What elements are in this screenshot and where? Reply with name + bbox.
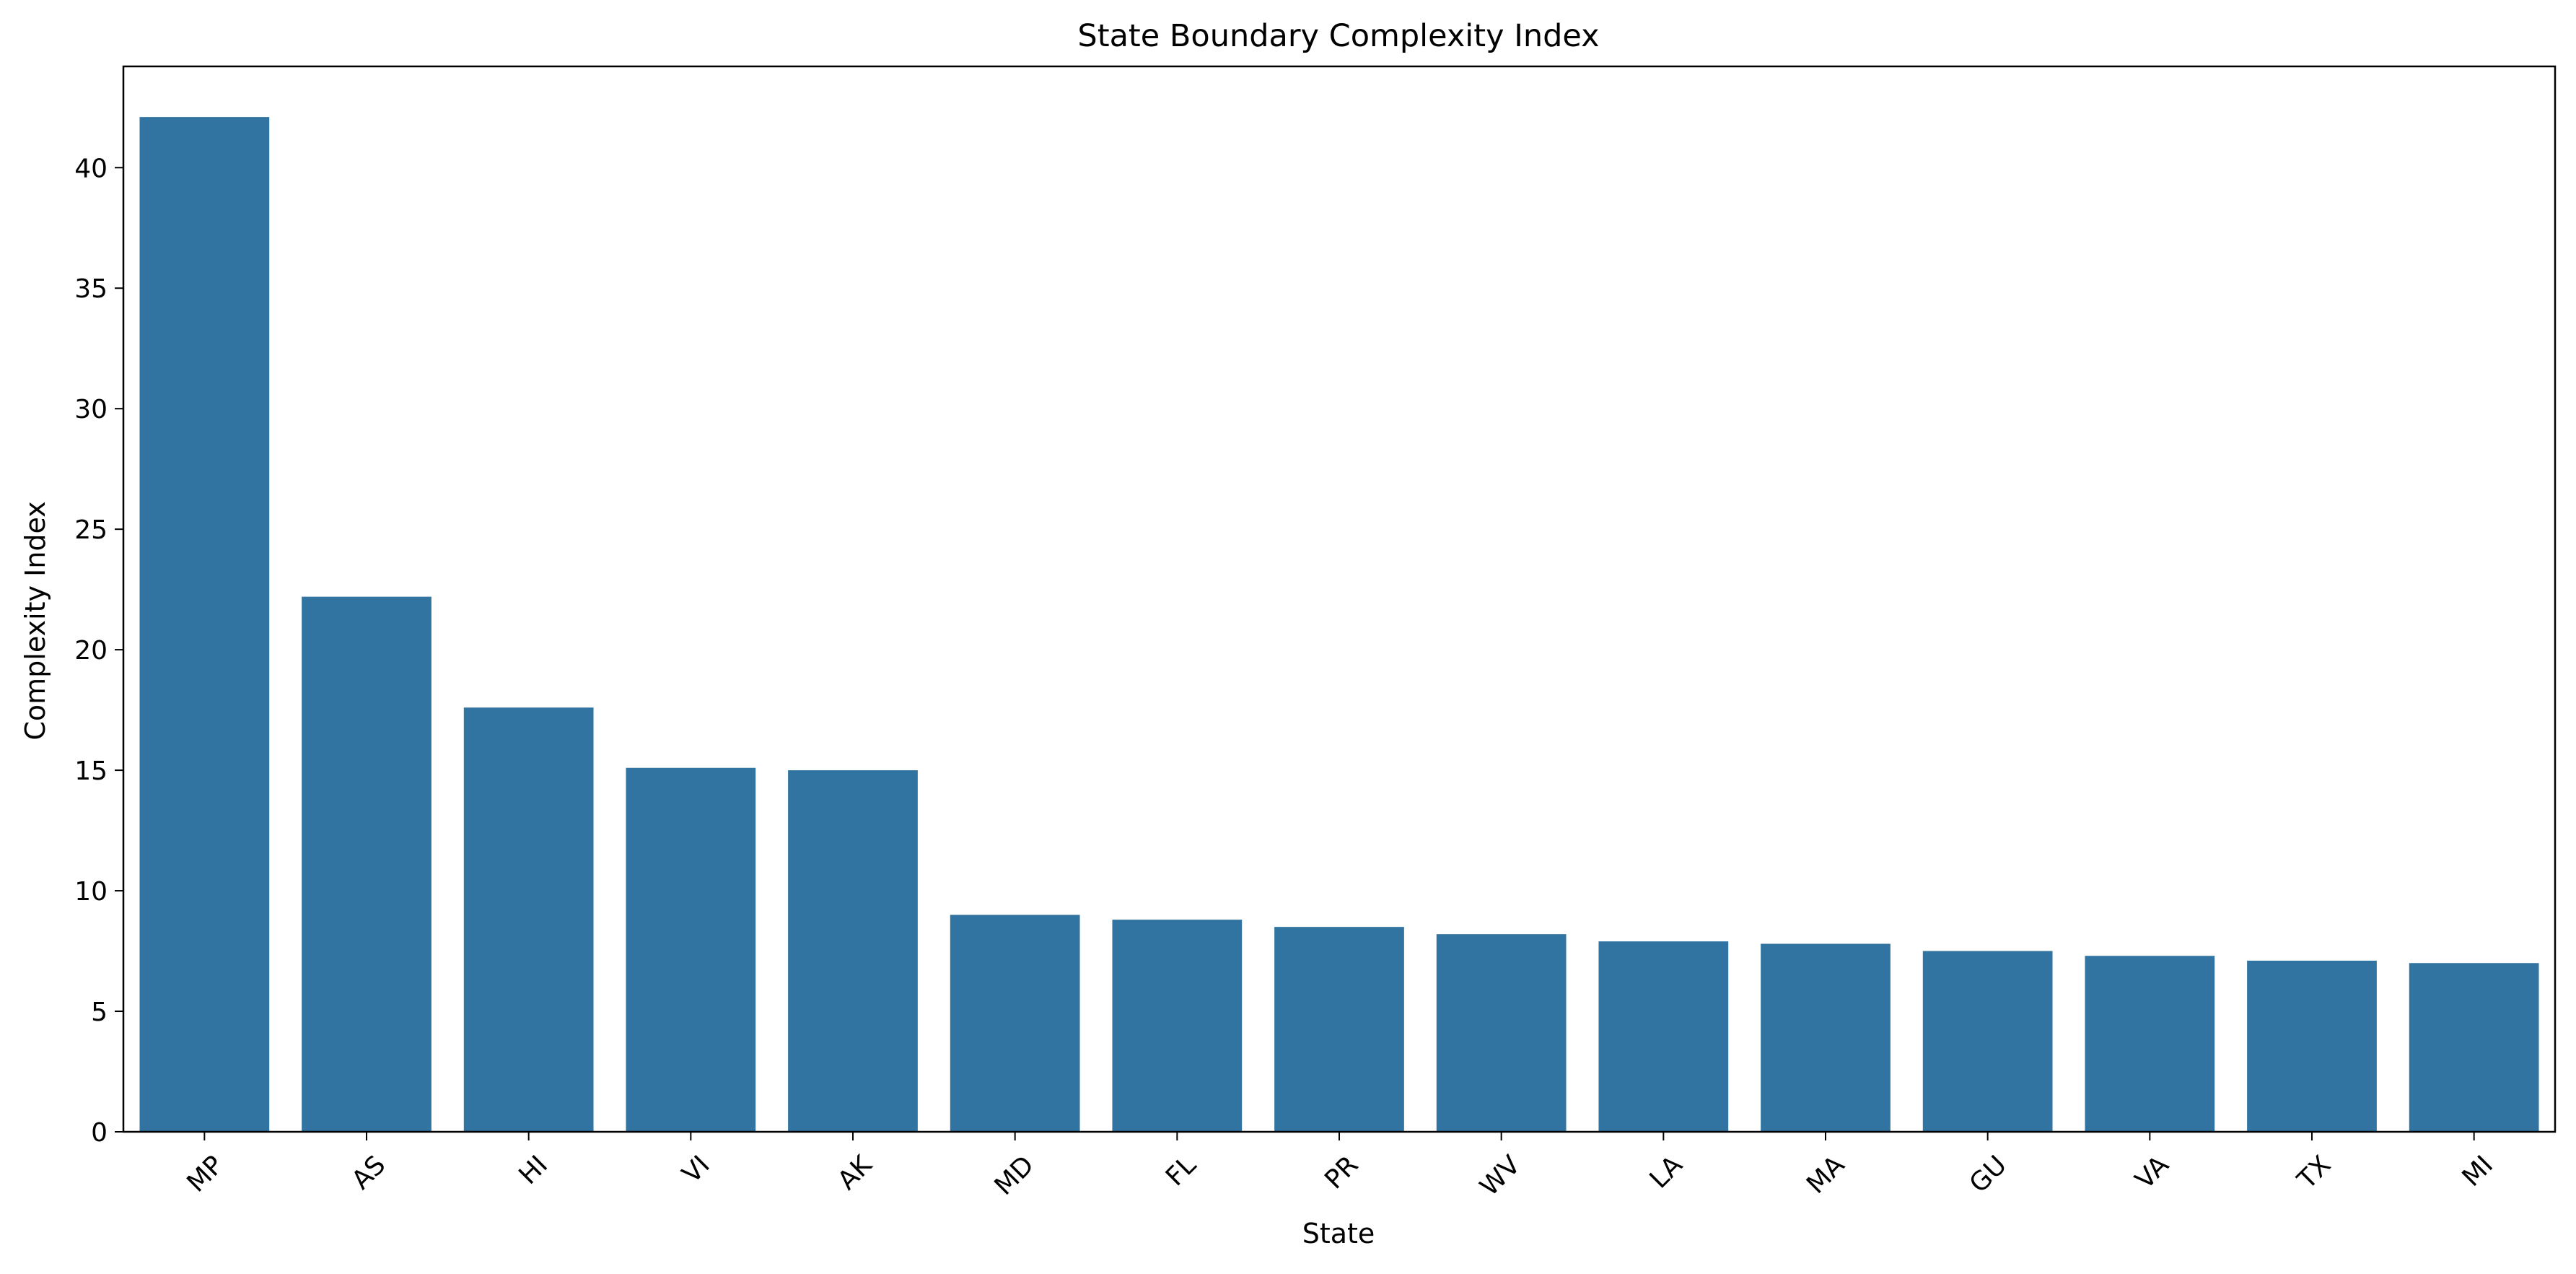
bar-wv	[1436, 934, 1567, 1132]
bar-tx	[2247, 960, 2377, 1132]
chart-title: State Boundary Complexity Index	[1077, 18, 1599, 54]
y-tick-label: 0	[91, 1118, 108, 1148]
x-tick-label-mp: MP	[181, 1150, 229, 1197]
y-axis: 0 5 10 15 20 25 30 35 40	[74, 154, 123, 1148]
x-tick-label-vi: VI	[677, 1150, 716, 1189]
bar-gu	[1922, 951, 2053, 1132]
x-tick-label-fl: FL	[1160, 1150, 1202, 1192]
x-tick-label-ak: AK	[832, 1149, 878, 1195]
x-tick-label-mi: MI	[2457, 1150, 2499, 1192]
bar-fl	[1112, 920, 1243, 1132]
y-tick-label: 5	[91, 998, 108, 1027]
x-axis-label: State	[1302, 1218, 1375, 1249]
bar-md	[950, 915, 1080, 1132]
x-tick-label-wv: WV	[1475, 1150, 1527, 1202]
x-tick-label-pr: PR	[1319, 1150, 1364, 1195]
plot-frame	[122, 65, 2557, 1133]
bars-group	[139, 117, 2539, 1132]
x-tick-label-hi: HI	[513, 1150, 553, 1190]
y-tick-label: 15	[74, 756, 108, 786]
bar-hi	[463, 707, 594, 1132]
bar-as	[302, 596, 431, 1132]
x-tick-label-ma: MA	[1801, 1150, 1851, 1200]
bar-va	[2085, 956, 2215, 1132]
bar-vi	[626, 767, 756, 1132]
bar-la	[1598, 941, 1729, 1132]
y-tick-label: 40	[74, 154, 108, 183]
bar-ma	[1761, 943, 1891, 1132]
x-tick-label-la: LA	[1644, 1150, 1688, 1194]
axes-spines	[122, 65, 2557, 1133]
x-tick-label-tx: TX	[2292, 1150, 2337, 1195]
x-tick-label-gu: GU	[1964, 1150, 2012, 1198]
y-tick-label: 30	[74, 395, 108, 424]
y-axis-label: Complexity Index	[19, 501, 51, 740]
bar-pr	[1274, 927, 1404, 1132]
x-tick-label-va: VA	[2130, 1150, 2175, 1195]
bar-mi	[2409, 963, 2539, 1132]
y-tick-label: 25	[74, 515, 108, 545]
bar-mp	[139, 117, 270, 1132]
y-tick-label: 20	[74, 636, 108, 666]
bar-ak	[788, 770, 918, 1132]
x-axis: MP AS HI VI AK MD FL PR WV LA MA GU VA TX MI	[181, 1132, 2499, 1202]
x-tick-label-md: MD	[989, 1150, 1041, 1201]
y-tick-label: 10	[74, 877, 108, 907]
x-tick-label-as: AS	[346, 1150, 392, 1195]
y-tick-label: 35	[74, 274, 108, 304]
